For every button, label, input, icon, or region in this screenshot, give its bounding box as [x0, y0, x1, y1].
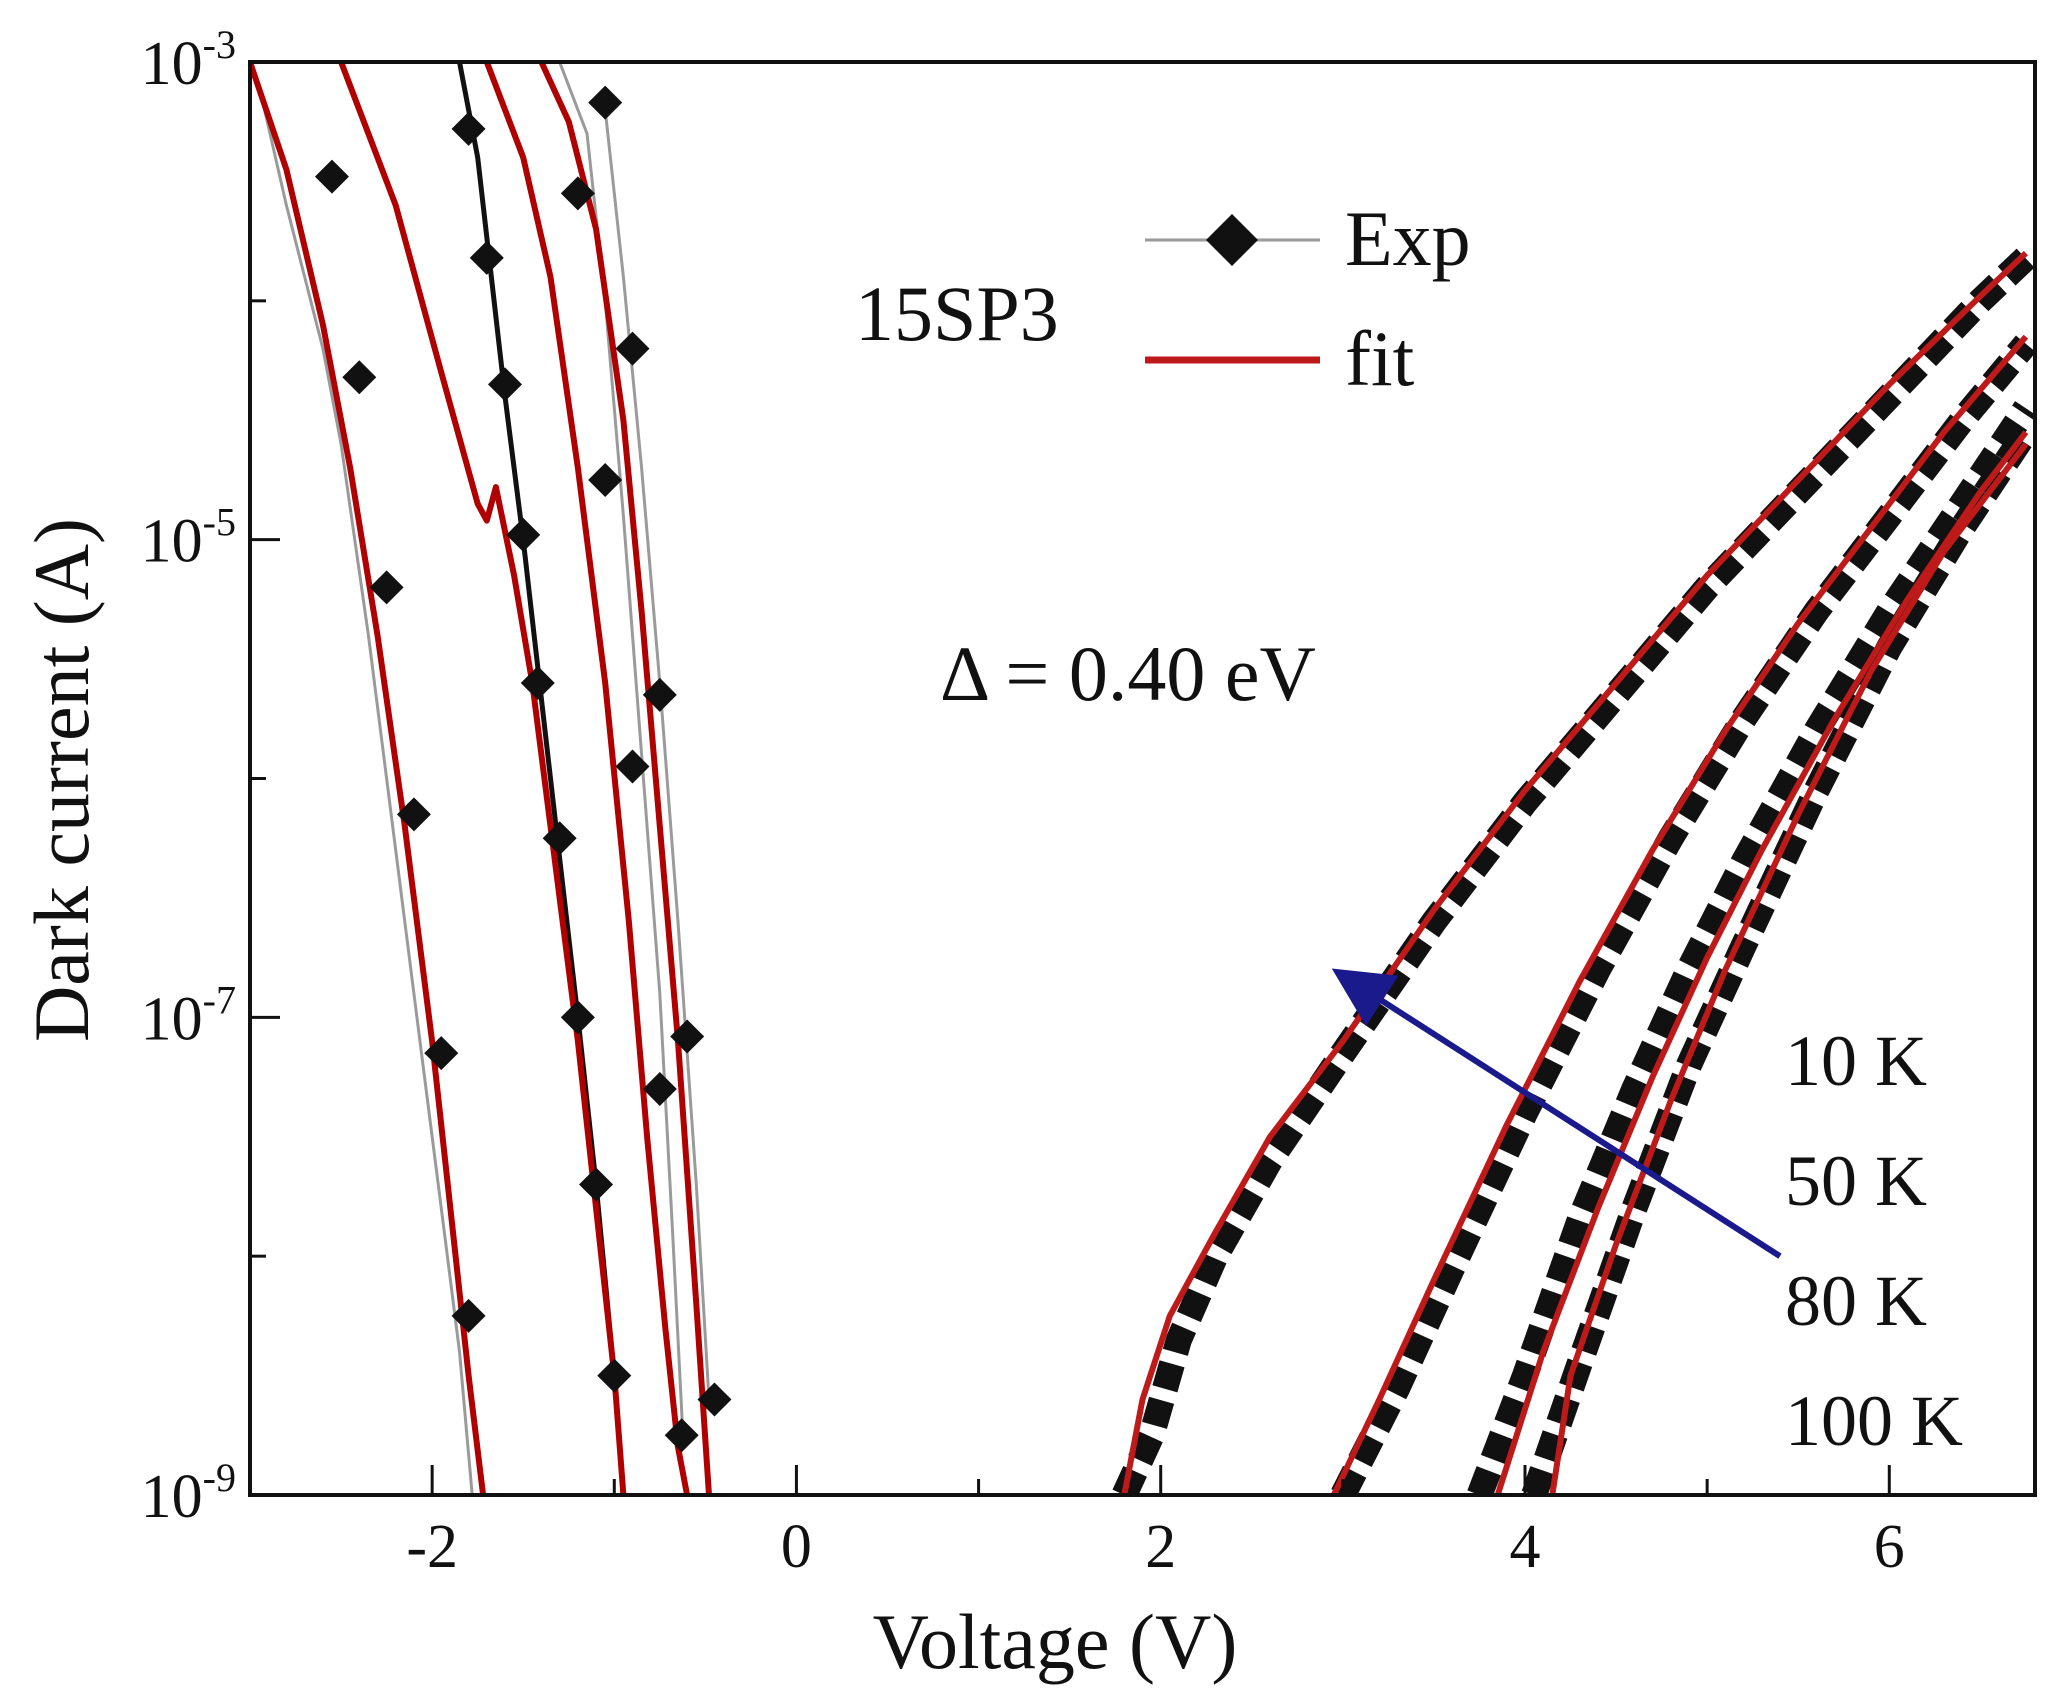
x-tick-label-3: 4	[1510, 1513, 1541, 1581]
fit-positive-curve-3	[1494, 430, 2029, 1495]
exp-negative-curve-4-marker-0	[588, 85, 623, 120]
exp-negative-curve-1-marker-3	[396, 797, 431, 832]
fit-negative-curve-4	[538, 62, 712, 1495]
exp-negative-curve-3	[558, 62, 685, 1448]
exp-positive-curve-3	[1467, 401, 2035, 1495]
legend-fit-label: fit	[1345, 315, 1415, 402]
fit-positive-curve-1	[1121, 250, 2028, 1495]
exp-negative-curve-3-marker-0	[560, 176, 595, 211]
exp-negative-curve-4-marker-4	[697, 1382, 732, 1417]
exp-negative-curve-2-marker-7	[579, 1167, 614, 1202]
temp-label-100k: 100 K	[1785, 1381, 1963, 1461]
plot-frame	[248, 60, 2037, 1497]
ticks-layer: -2 0 2 4 6 10-9 10-7 10-5 10-3	[141, 22, 1905, 1581]
legend-exp-diamond	[1206, 214, 1258, 266]
temp-label-50k: 50 K	[1785, 1141, 1927, 1221]
legend-exp-label: Exp	[1345, 195, 1471, 282]
temp-label-10k: 10 K	[1785, 1021, 1927, 1101]
exp-positive-curve-1	[1112, 248, 2035, 1495]
fit-negative-curve-1	[250, 62, 487, 1495]
fit-negative-curve-2	[338, 62, 627, 1495]
y-tick-label-3: 10-3	[141, 22, 236, 98]
exp-negative-curve-3-marker-1	[588, 462, 623, 497]
x-axis-title: Voltage (V)	[873, 1598, 1238, 1685]
temp-label-80k: 80 K	[1785, 1261, 1927, 1341]
exp-negative-curve-2-marker-4	[520, 665, 555, 700]
exp-negative-curve-1-marker-1	[342, 360, 377, 395]
exp-negative-curve-4-marker-2	[642, 677, 677, 712]
x-tick-label-4: 6	[1874, 1513, 1905, 1581]
exp-negative-curve-3-marker-2	[615, 749, 650, 784]
exp-negative-curve-1-marker-0	[314, 159, 349, 194]
exp-negative-curve-1	[257, 85, 474, 1495]
fit-negative-curve-3	[483, 62, 691, 1495]
exp-negative-curve-3-marker-3	[642, 1071, 677, 1106]
sample-label: 15SP3	[855, 270, 1059, 357]
exp-negative-curve-4	[603, 109, 711, 1400]
exp-negative-curve-2-marker-8	[597, 1358, 632, 1393]
temperature-trend-arrow	[1331, 968, 1782, 1259]
x-tick-label-1: 0	[781, 1513, 812, 1581]
exp-negative-curve-1-marker-5	[451, 1298, 486, 1333]
fit-positive-curve-2	[1331, 334, 2029, 1495]
exp-positive-curve-2	[1331, 335, 2035, 1495]
x-tick-label-2: 2	[1145, 1513, 1176, 1581]
delta-annotation: Δ = 0.40 eV	[940, 630, 1316, 717]
y-tick-label-0: 10-9	[141, 1455, 236, 1531]
exp-negative-curve-3-marker-4	[664, 1418, 699, 1453]
exp-negative-curve-2-marker-3	[506, 517, 541, 552]
exp-positive-curve-4	[1521, 424, 2035, 1495]
markers-layer	[314, 85, 732, 1453]
exp-negative-curve-1-marker-4	[424, 1036, 459, 1071]
exp-negative-curve-2-marker-6	[560, 1000, 595, 1035]
exp-negative-curve-4-marker-3	[670, 1019, 705, 1054]
x-tick-label-0: -2	[406, 1513, 458, 1581]
y-axis-title: Dark current (A)	[18, 518, 105, 1042]
fit-positive-curve-4	[1549, 442, 2029, 1495]
y-tick-label-2: 10-5	[141, 500, 236, 576]
y-tick-label-1: 10-7	[141, 977, 236, 1053]
exp-negative-curve-2-marker-2	[488, 367, 522, 402]
exp-negative-curve-4-marker-1	[615, 331, 650, 366]
legend: Exp fit	[1145, 195, 1471, 402]
exp-negative-curve-1-marker-2	[369, 570, 404, 605]
exp-negative-curve-2-marker-0	[451, 111, 486, 146]
exp-negative-curve-2-marker-1	[469, 240, 504, 275]
exp-negative-curve-2-marker-5	[542, 821, 577, 856]
curves-layer	[250, 62, 2035, 1495]
